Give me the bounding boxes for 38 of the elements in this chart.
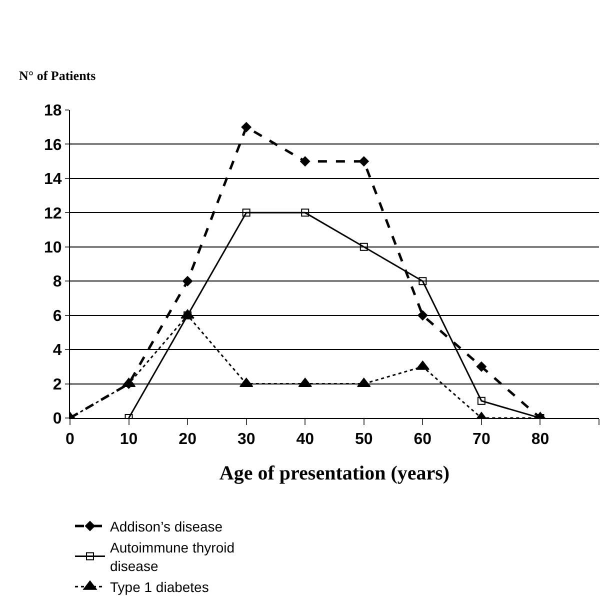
point (360, 242, 368, 251)
y-axis-title: N° of Patients (19, 68, 96, 83)
y-tick-label: 6 (52, 308, 62, 325)
point (242, 208, 250, 217)
point (241, 122, 252, 132)
x-tick-label: 30 (237, 431, 256, 448)
point (298, 378, 312, 388)
legend-label: Addison’s disease (110, 518, 223, 534)
x-tick-label: 0 (66, 431, 75, 448)
point (476, 362, 486, 372)
legend-label: Type 1 diabetes (110, 579, 209, 596)
point (357, 378, 371, 388)
x-tick-label: 70 (472, 431, 490, 448)
y-tick-label: 2 (52, 376, 62, 394)
point (358, 156, 369, 166)
x-tick-label: 50 (354, 431, 373, 448)
point (300, 156, 310, 166)
y-tick-label: 10 (44, 239, 62, 256)
y-tick-label: 18 (44, 102, 62, 120)
legend-label: Autoimmune thyroid disease (110, 540, 235, 574)
y-tick-label: 14 (44, 171, 62, 188)
y-tick-label: 0 (52, 410, 62, 428)
point (418, 310, 428, 320)
x-tick-label: 10 (120, 431, 138, 448)
x-tick-label: 60 (414, 431, 432, 448)
point (182, 276, 193, 286)
point (477, 396, 486, 405)
x-tick-label: 40 (296, 431, 314, 448)
y-tick-label: 16 (44, 136, 62, 154)
y-tick-label: 8 (52, 274, 62, 291)
y-tick-label: 12 (44, 205, 62, 222)
point (418, 277, 427, 286)
x-tick-label: 80 (531, 431, 550, 448)
x-tick-label: 20 (178, 431, 197, 448)
point (301, 208, 310, 217)
point (180, 309, 194, 319)
x-axis-title: Age of presentation (years) (219, 462, 450, 485)
y-tick-label: 4 (52, 342, 62, 360)
